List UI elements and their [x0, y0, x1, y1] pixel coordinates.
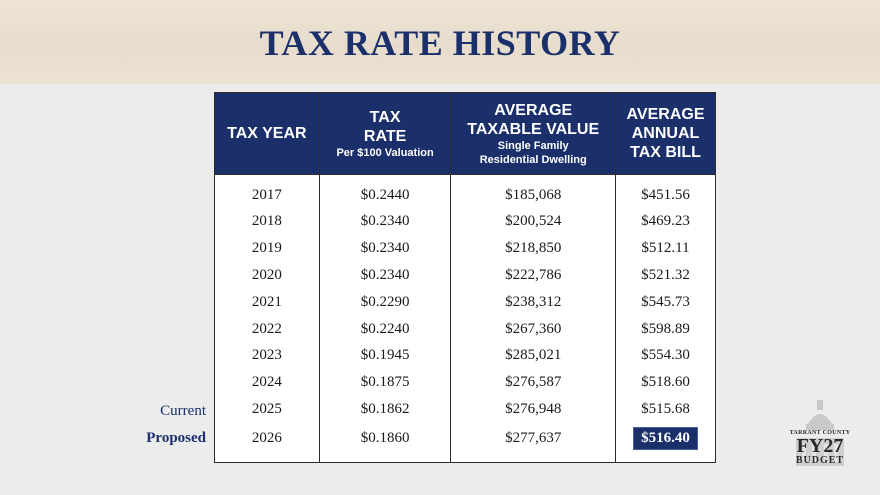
table-row: 2018 $0.2340 $200,524 $469.23: [214, 208, 716, 236]
cell-tax-year: 2024: [214, 369, 320, 397]
header-tax-rate: TAX RATE Per $100 Valuation: [318, 92, 452, 175]
header-line: TAX YEAR: [227, 125, 307, 142]
header-line: TAX: [369, 108, 401, 126]
row-label-current: Current: [160, 403, 206, 419]
table-row: 2017 $0.2440 $185,068 $451.56: [214, 174, 716, 209]
cell-taxable-value: $276,948: [450, 396, 617, 423]
cell-tax-year: 2023: [214, 342, 320, 370]
row-label-proposed: Proposed: [146, 430, 206, 446]
cell-tax-rate: $0.2440: [318, 174, 452, 209]
cell-tax-rate: $0.2240: [318, 315, 452, 343]
cell-tax-rate: $0.1862: [318, 396, 452, 423]
table-row-proposed: 2026 $0.1860 $277,637 $516.40: [214, 422, 716, 464]
cell-tax-rate: $0.2340: [318, 262, 452, 289]
cell-taxable-value: $200,524: [450, 208, 617, 236]
cell-tax-rate: $0.2290: [318, 288, 452, 316]
cell-tax-bill: $518.60: [615, 369, 716, 397]
cell-tax-year: 2021: [214, 288, 320, 316]
cell-tax-bill: $545.73: [615, 288, 716, 316]
cell-taxable-value: $276,587: [450, 369, 617, 397]
cell-taxable-value: $218,850: [450, 235, 617, 263]
header-subline: Per $100 Valuation: [336, 146, 434, 159]
table-row: 2020 $0.2340 $222,786 $521.32: [214, 262, 716, 289]
cell-tax-bill: $512.11: [615, 235, 716, 263]
cell-taxable-value: $185,068: [450, 174, 617, 209]
cell-tax-rate: $0.2340: [318, 208, 452, 236]
cell-tax-rate: $0.1875: [318, 369, 452, 397]
cell-tax-bill: $451.56: [615, 174, 716, 209]
header-line: ANNUAL: [631, 125, 700, 142]
courthouse-icon: [796, 400, 844, 466]
logo-fy-text: FY27: [796, 435, 844, 457]
page-title: TAX RATE HISTORY: [259, 23, 621, 63]
cell-tax-bill: $515.68: [615, 396, 716, 423]
cell-tax-bill: $469.23: [615, 208, 716, 236]
header-subline: Single Family: [497, 139, 569, 152]
table-row-current: 2025 $0.1862 $276,948 $515.68: [214, 396, 716, 423]
cell-tax-rate: $0.1860: [318, 422, 452, 464]
cell-tax-year: 2017: [214, 174, 320, 209]
header-line: AVERAGE: [626, 106, 705, 123]
header-line: RATE: [363, 127, 407, 145]
cell-taxable-value: $238,312: [450, 288, 617, 316]
cell-tax-year: 2019: [214, 235, 320, 263]
table-row: 2022 $0.2240 $267,360 $598.89: [214, 315, 716, 343]
cell-tax-bill: $598.89: [615, 315, 716, 343]
header-line: AVERAGE: [494, 101, 573, 119]
cell-tax-bill: $554.30: [615, 342, 716, 370]
header-subline: Residential Dwelling: [479, 153, 587, 166]
title-banner: TAX RATE HISTORY: [0, 0, 880, 84]
cell-tax-year: 2020: [214, 262, 320, 289]
cell-tax-year: 2018: [214, 208, 320, 236]
table-row: 2021 $0.2290 $238,312 $545.73: [214, 288, 716, 316]
header-average-annual-tax-bill: AVERAGE ANNUAL TAX BILL: [615, 92, 716, 175]
table-row: 2023 $0.1945 $285,021 $554.30: [214, 342, 716, 370]
tax-rate-table: TAX YEAR TAX RATE Per $100 Valuation AVE…: [214, 92, 716, 464]
cell-tax-year: 2022: [214, 315, 320, 343]
cell-tax-rate: $0.1945: [318, 342, 452, 370]
cell-tax-year: 2026: [214, 422, 320, 464]
header-line: TAX BILL: [630, 144, 701, 161]
header-average-taxable-value: AVERAGE TAXABLE VALUE Single Family Resi…: [450, 92, 617, 175]
table-row: 2019 $0.2340 $218,850 $512.11: [214, 235, 716, 263]
budget-logo: TARRANT COUNTY FY27 BUDGET: [770, 398, 870, 478]
cell-taxable-value: $222,786: [450, 262, 617, 289]
proposed-tax-bill-badge: $516.40: [633, 427, 698, 451]
cell-tax-bill-proposed: $516.40: [615, 422, 716, 464]
table-row: 2024 $0.1875 $276,587 $518.60: [214, 369, 716, 397]
header-line: TAXABLE VALUE: [467, 120, 600, 138]
cell-taxable-value: $285,021: [450, 342, 617, 370]
logo-county-text: TARRANT COUNTY: [789, 430, 851, 436]
table-header-row: TAX YEAR TAX RATE Per $100 Valuation AVE…: [214, 92, 716, 175]
header-tax-year: TAX YEAR: [214, 92, 320, 175]
cell-tax-rate: $0.2340: [318, 235, 452, 263]
cell-taxable-value: $267,360: [450, 315, 617, 343]
logo-budget-text: BUDGET: [795, 455, 845, 466]
cell-tax-year: 2025: [214, 396, 320, 423]
cell-tax-bill: $521.32: [615, 262, 716, 289]
cell-taxable-value: $277,637: [450, 422, 617, 464]
